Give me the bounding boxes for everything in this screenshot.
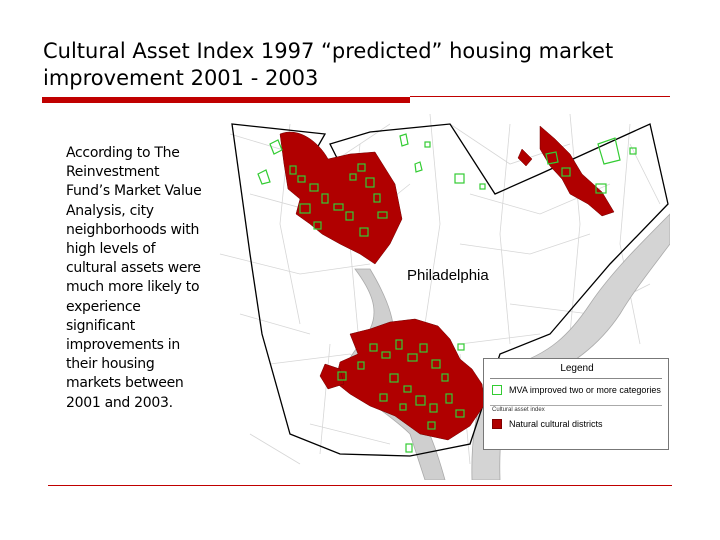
legend-subheading: Cultural asset index — [492, 407, 545, 413]
legend-title: Legend — [560, 363, 594, 374]
legend-sub-divider — [490, 405, 662, 406]
mva-improved-areas — [257, 133, 637, 453]
title-underline-thin — [410, 96, 670, 97]
city-label: Philadelphia — [407, 267, 489, 284]
natural-cultural-districts — [279, 125, 615, 441]
legend-item-districts: Natural cultural districts — [492, 419, 603, 429]
legend-item-mva: MVA improved two or more categories — [492, 385, 661, 395]
map-legend: Legend MVA improved two or more categori… — [483, 358, 669, 450]
red-square-icon — [492, 419, 502, 429]
legend-item-districts-label: Natural cultural districts — [509, 419, 603, 429]
river-delaware — [471, 213, 670, 480]
body-text: According to The Reinvestment Fund’s Mar… — [66, 145, 202, 411]
green-square-icon — [492, 385, 502, 395]
legend-divider — [490, 378, 662, 379]
legend-item-mva-label: MVA improved two or more categories — [509, 385, 661, 395]
map-graphic — [219, 113, 670, 480]
slide-title: Cultural Asset Index 1997 “predicted” ho… — [43, 39, 614, 90]
philadelphia-map: Philadelphia Legend MVA improved two or … — [210, 104, 670, 480]
footer-rule — [48, 485, 672, 486]
title-underline-thick — [42, 97, 410, 103]
